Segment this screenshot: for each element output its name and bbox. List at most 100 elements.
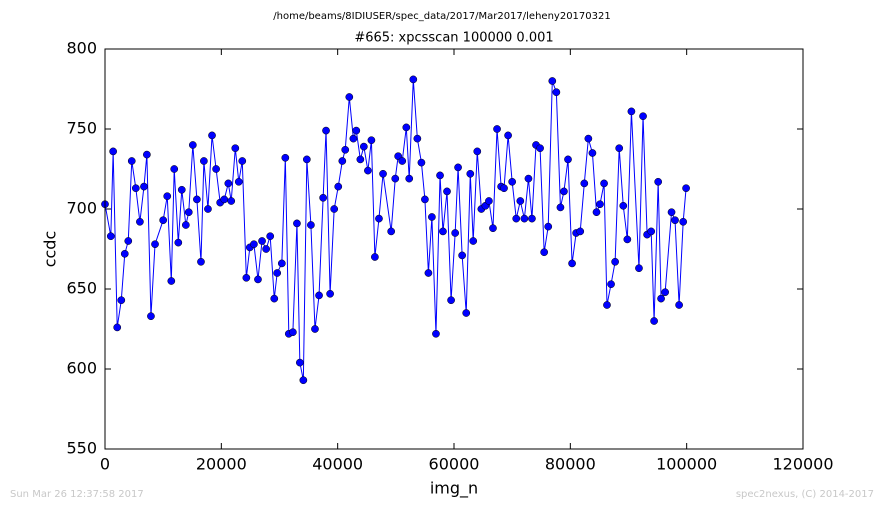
data-point (432, 329, 440, 338)
data-point (552, 88, 561, 97)
data-point (311, 325, 319, 333)
data-line (104, 79, 687, 381)
data-point (163, 192, 172, 201)
data-point (131, 184, 140, 193)
data-point (315, 291, 323, 300)
data-point (409, 75, 418, 84)
data-point (338, 157, 347, 165)
data-point (485, 197, 493, 205)
data-point (544, 222, 553, 231)
data-point (124, 237, 133, 245)
data-point (188, 141, 197, 149)
y-tick-label: 550 (66, 439, 97, 458)
data-point (371, 253, 379, 261)
data-point (167, 277, 176, 285)
data-point (307, 221, 315, 229)
y-tick-label: 600 (66, 359, 97, 378)
data-point (619, 201, 628, 210)
data-point (556, 203, 565, 212)
data-point (650, 317, 658, 325)
data-point (302, 155, 311, 164)
data-point (654, 177, 663, 186)
data-point (341, 145, 350, 154)
data-point (580, 179, 589, 188)
data-point (273, 269, 282, 277)
data-point (277, 259, 286, 268)
data-point (334, 182, 343, 191)
data-point (679, 217, 688, 226)
data-point (262, 245, 270, 253)
data-point (120, 249, 129, 258)
data-point (143, 150, 151, 159)
data-point (140, 182, 148, 191)
data-point (326, 289, 334, 298)
data-point (208, 131, 216, 140)
y-tick-label: 650 (66, 279, 97, 298)
x-tick-label: 100000 (656, 455, 717, 474)
data-point (322, 126, 330, 135)
data-point (170, 165, 179, 173)
data-point (458, 251, 466, 260)
data-point (627, 107, 636, 116)
data-point (113, 323, 122, 332)
data-point (607, 280, 615, 289)
data-point (560, 187, 568, 196)
data-point (127, 157, 136, 165)
data-point (682, 184, 690, 193)
data-point (615, 144, 624, 153)
data-point (576, 227, 585, 236)
data-point (352, 126, 361, 135)
data-point (402, 123, 411, 132)
data-point (398, 157, 407, 165)
chart-title: #665: xpcsscan 100000 0.001 (354, 31, 553, 46)
data-point (661, 288, 669, 297)
data-point (528, 214, 536, 223)
data-point (151, 240, 159, 249)
data-point (536, 144, 544, 153)
data-point (443, 187, 451, 196)
data-point (466, 169, 475, 178)
data-point (364, 166, 372, 175)
data-point (319, 193, 327, 202)
data-point (224, 179, 233, 188)
data-point (512, 214, 521, 223)
data-point (667, 208, 676, 217)
x-tick-label: 120000 (772, 455, 833, 474)
data-point (289, 328, 297, 337)
data-point (568, 259, 576, 268)
data-point (238, 157, 247, 165)
data-point (200, 157, 208, 165)
data-point (493, 125, 501, 133)
data-point (421, 195, 429, 204)
data-point (516, 197, 525, 205)
data-point (379, 169, 387, 178)
data-point (639, 112, 647, 121)
data-point (250, 240, 258, 249)
data-point (330, 205, 339, 213)
data-point (469, 237, 478, 245)
data-point (345, 93, 354, 101)
data-point (136, 217, 144, 226)
data-point (675, 301, 683, 309)
data-point (524, 174, 533, 183)
data-point (454, 163, 462, 172)
data-point (489, 224, 497, 233)
data-point (299, 376, 308, 385)
data-point (375, 214, 383, 223)
data-point (462, 309, 471, 317)
data-point (220, 195, 229, 204)
data-point (671, 216, 679, 225)
data-point (234, 177, 243, 186)
data-point (270, 294, 279, 303)
y-axis-label: ccdc (41, 231, 60, 268)
x-axis-label: img_n (430, 479, 478, 499)
data-point (473, 147, 482, 156)
data-point (548, 77, 557, 85)
suptitle: /home/beams/8IDIUSER/spec_data/2017/Mar2… (273, 11, 610, 22)
data-point (424, 269, 433, 277)
x-tick-label: 60000 (429, 455, 480, 474)
data-point (391, 174, 400, 183)
data-point (356, 155, 365, 164)
data-point (592, 208, 601, 217)
